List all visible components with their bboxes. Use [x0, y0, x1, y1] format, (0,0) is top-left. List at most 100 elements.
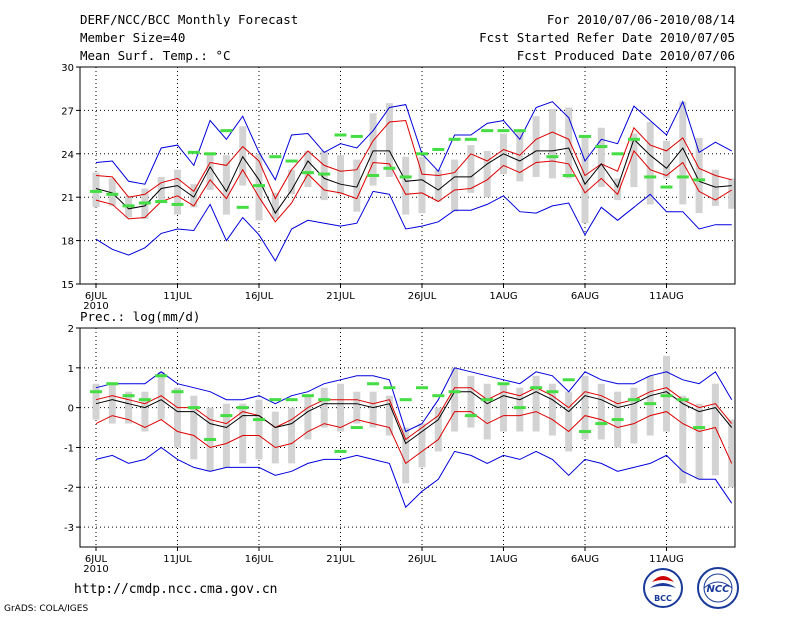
- precip-spread-bar: [418, 423, 426, 468]
- temp-spread-bar: [630, 133, 638, 188]
- temp-observed-marker: [318, 172, 331, 176]
- precip-observed-marker: [627, 398, 640, 402]
- temp-observed-marker: [432, 147, 445, 151]
- temp-observed-marker: [269, 155, 282, 159]
- precip-observed-marker: [416, 386, 428, 390]
- precip-spread-bar: [630, 387, 638, 444]
- precip-spread-bar: [385, 395, 393, 436]
- precip-spread-bar: [663, 355, 670, 432]
- temp-xtick-year: 2010: [83, 301, 108, 312]
- temp-observed-marker: [416, 152, 428, 156]
- temp-observed-marker: [350, 134, 363, 138]
- precip-spread-bar: [434, 407, 442, 452]
- temp-xtick-label-11AUG: 11AUG: [649, 291, 684, 302]
- temp-spread-bar: [516, 132, 524, 182]
- precip-spread-bar: [369, 391, 377, 428]
- temp-spread-bar: [271, 192, 279, 219]
- precip-xtick-label-21JUL: 21JUL: [326, 554, 355, 565]
- precip-spread-bar: [483, 383, 491, 440]
- precip-observed-marker: [106, 382, 119, 386]
- bcc-logo: BCC: [643, 568, 683, 608]
- temp-observed-marker: [253, 184, 265, 188]
- temp-xtick-label-6JUL: 6JUL: [85, 291, 108, 302]
- temp-spread-bar: [483, 150, 491, 198]
- temp-observed-marker: [399, 175, 412, 179]
- precip-ytick-label-2: 2: [68, 324, 74, 335]
- temp-ytick-label-27: 27: [61, 106, 74, 117]
- temp-spread-bar: [597, 127, 605, 188]
- temp-observed-marker: [513, 129, 526, 133]
- precip-ytick-label--3: -3: [64, 523, 74, 534]
- temp-spread-bar: [369, 113, 377, 186]
- temp-observed-marker: [481, 129, 494, 133]
- precip-observed-marker: [383, 386, 396, 390]
- precip-spread-bar: [451, 367, 459, 432]
- precip-spread-bar: [337, 383, 344, 432]
- precip-observed-marker: [595, 422, 608, 426]
- precip-spread-bar: [125, 391, 133, 424]
- bcc-logo-text: BCC: [654, 594, 672, 603]
- precip-plot-frame: [79, 327, 736, 548]
- precip-ytick-label-1: 1: [68, 364, 74, 375]
- temp-ytick-label-18: 18: [61, 237, 74, 248]
- temp-std-lower-line: [95, 149, 732, 223]
- precip-spread-bar: [108, 383, 116, 424]
- temp-mean-line: [95, 138, 732, 215]
- precip-max-line: [95, 367, 733, 433]
- temp-spread-bar: [288, 169, 296, 195]
- temp-spread-bar: [711, 169, 719, 206]
- precip-spread-bar: [320, 387, 328, 428]
- precip-spread-bar: [239, 403, 247, 464]
- precip-spread-bar: [548, 383, 556, 436]
- temp-spread-bar: [663, 140, 670, 179]
- temp-observed-marker: [546, 155, 559, 159]
- precip-observed-marker: [497, 382, 510, 386]
- temp-spread-bar: [565, 107, 573, 179]
- precip-spread-bar: [646, 375, 654, 436]
- chart-title: DERF/NCC/BCC Monthly Forecast: [80, 12, 299, 27]
- precip-observed-marker: [236, 406, 249, 410]
- temp-observed-marker: [187, 150, 200, 154]
- precip-observed-marker: [318, 398, 331, 402]
- temp-spread-bar: [467, 145, 475, 193]
- temp-xtick-label-6AUG: 6AUG: [571, 291, 599, 302]
- temp-observed-marker: [285, 159, 298, 163]
- precip-observed-marker: [611, 418, 624, 422]
- precip-observed-marker: [253, 418, 265, 422]
- forecast-period-label: For 2010/07/06-2010/08/14: [546, 12, 735, 27]
- temp-observed-marker: [334, 133, 347, 137]
- precip-observed-marker: [204, 437, 217, 441]
- precip-observed-marker: [334, 449, 347, 453]
- temp-observed-marker: [497, 129, 510, 133]
- temp-spread-bar: [385, 103, 393, 177]
- temp-observed-marker: [236, 205, 249, 209]
- temp-observed-marker: [676, 175, 689, 179]
- precip-observed-marker: [367, 382, 380, 386]
- ncc-logo: NCC: [697, 567, 739, 609]
- precip-observed-marker: [660, 394, 673, 398]
- precip-spread-bar: [353, 391, 361, 424]
- precip-spread-bar: [222, 403, 230, 468]
- temp-observed-marker: [627, 137, 640, 141]
- precip-observed-marker: [676, 398, 689, 402]
- footer-url[interactable]: http://cmdp.ncc.cma.gov.cn: [74, 582, 278, 597]
- precip-observed-marker: [464, 414, 477, 418]
- temp-spread-bar: [679, 101, 687, 205]
- temp-spread-bar: [174, 169, 181, 215]
- precip-spread-bar: [190, 395, 198, 460]
- temp-observed-marker: [644, 175, 657, 179]
- precip-xtick-label-11AUG: 11AUG: [649, 554, 684, 565]
- temp-observed-marker: [383, 166, 396, 170]
- temp-observed-marker: [367, 174, 380, 177]
- precip-spread-bar: [679, 395, 687, 484]
- temp-xtick-label-1AUG: 1AUG: [489, 291, 517, 302]
- precip-std-lower-line: [95, 411, 733, 465]
- precip-xtick-label-26JUL: 26JUL: [408, 554, 437, 565]
- temp-ytick-label-15: 15: [61, 280, 74, 291]
- precip-spread-bar: [92, 383, 100, 420]
- precip-spread-bar: [728, 419, 736, 488]
- precip-observed-marker: [481, 398, 494, 402]
- temp-observed-marker: [611, 152, 624, 156]
- temp-spread-bar: [728, 178, 736, 209]
- precip-observed-marker: [122, 394, 135, 398]
